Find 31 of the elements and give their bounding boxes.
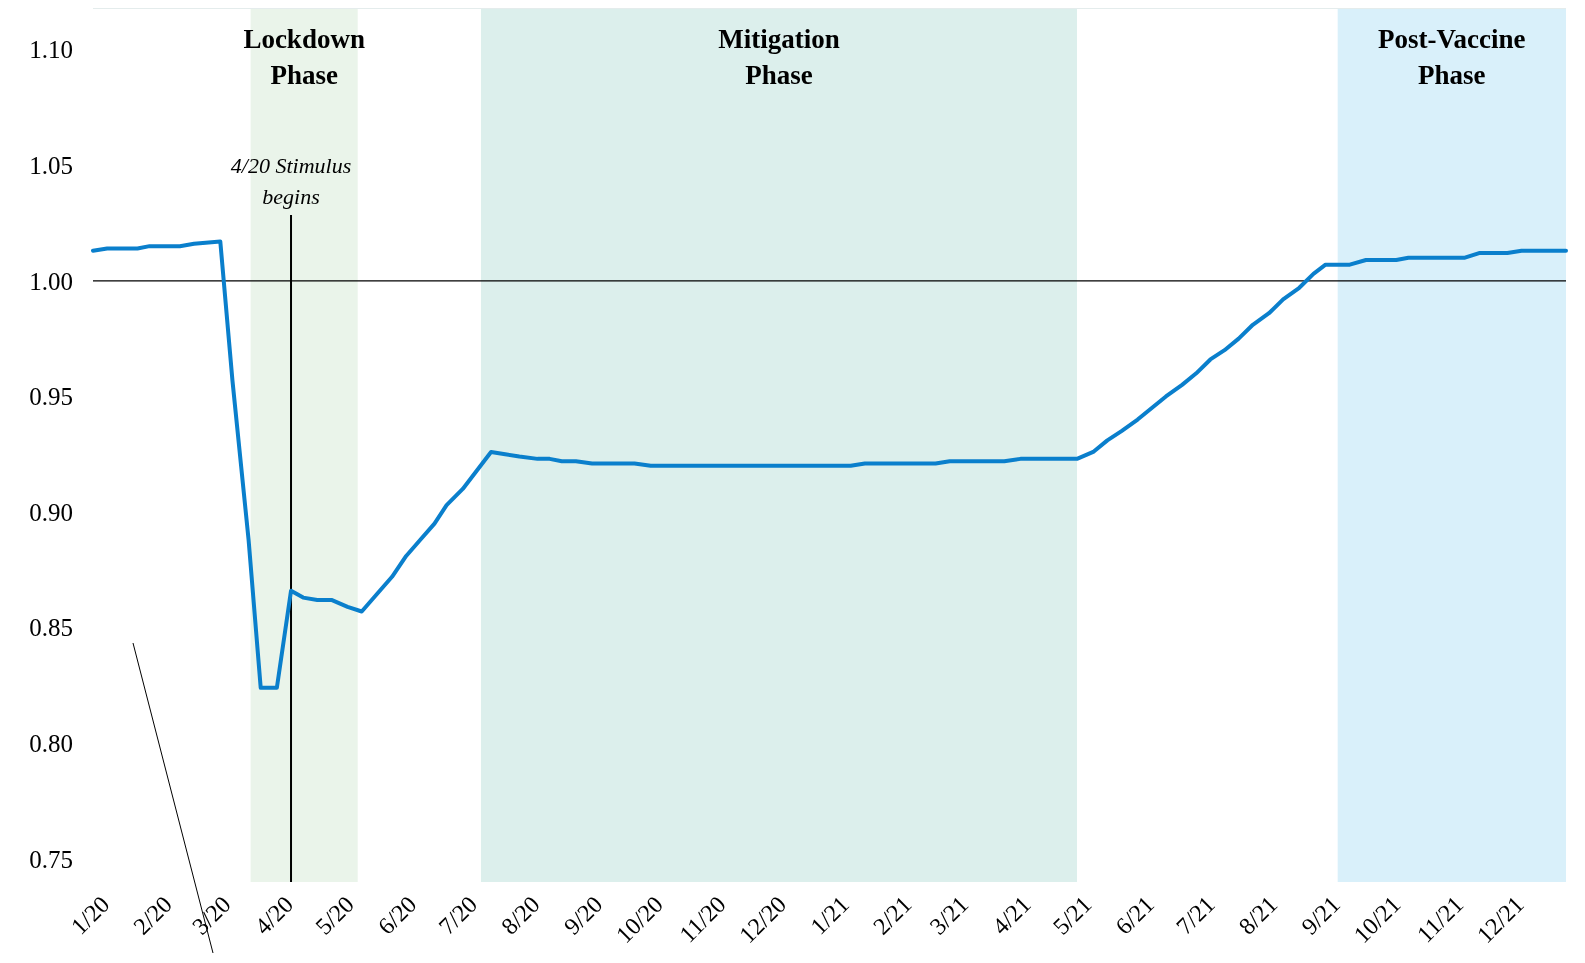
y-tick-label: 0.75 bbox=[29, 845, 73, 873]
x-tick-label: 3/20 bbox=[187, 891, 236, 940]
y-tick-label: 0.85 bbox=[29, 614, 73, 642]
ref-line-label: 4/20 Stimulus begins bbox=[230, 153, 352, 209]
x-tick-label: 6/21 bbox=[1110, 891, 1160, 940]
y-tick-label: 1.05 bbox=[29, 151, 73, 179]
x-tick-label: 9/20 bbox=[558, 891, 608, 940]
x-tick-label: 1/20 bbox=[65, 891, 115, 940]
x-tick-label: 4/20 bbox=[249, 891, 299, 940]
x-tick-label: 1/21 bbox=[805, 891, 854, 940]
x-tick-label: 7/21 bbox=[1171, 891, 1220, 940]
x-tick-label: 4/21 bbox=[987, 891, 1036, 940]
y-tick-label: 0.95 bbox=[29, 383, 73, 411]
band-label: Mitigation Phase bbox=[718, 24, 840, 90]
band-label: Post-Vaccine Phase bbox=[1378, 24, 1526, 90]
line-series bbox=[91, 239, 1568, 690]
x-tick-label: 2/20 bbox=[128, 891, 178, 940]
x-tick-label: 5/20 bbox=[310, 891, 359, 940]
x-tick-label: 8/20 bbox=[496, 891, 545, 940]
x-tick-label: 9/21 bbox=[1296, 891, 1345, 940]
x-tick-label: 6/20 bbox=[372, 891, 422, 940]
x-tick-label: 8/21 bbox=[1233, 891, 1283, 940]
x-tick-label: 7/20 bbox=[433, 891, 483, 940]
x-tick-label: 3/21 bbox=[924, 891, 974, 940]
x-tick-label: 2/21 bbox=[868, 891, 917, 940]
band-label: Lockdown Phase bbox=[243, 24, 365, 90]
y-tick-label: 0.80 bbox=[29, 730, 73, 758]
x-tick-label: 5/21 bbox=[1047, 891, 1097, 940]
y-tick-label: 1.10 bbox=[29, 36, 73, 64]
y-tick-label: 0.90 bbox=[29, 498, 73, 526]
y-tick-label: 1.00 bbox=[29, 267, 73, 295]
